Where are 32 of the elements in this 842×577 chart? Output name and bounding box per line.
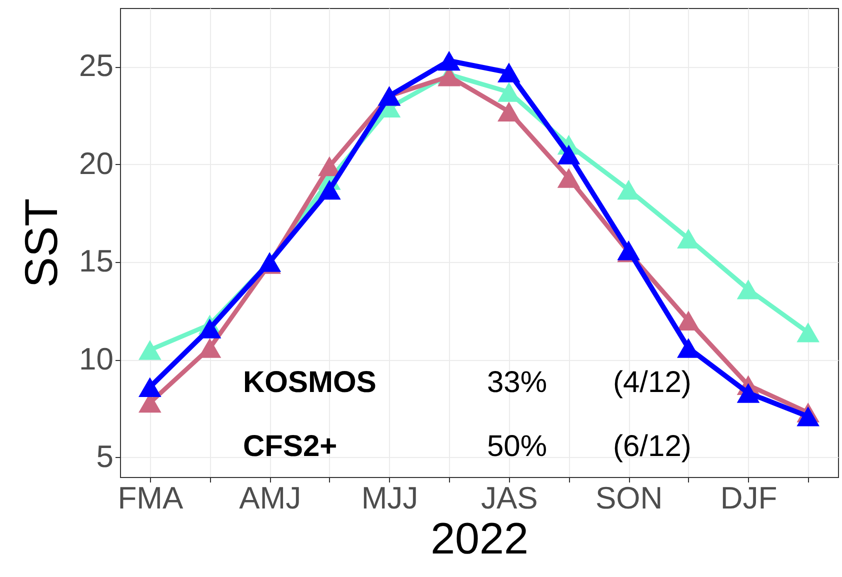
x-tick-label: MJJ [361, 480, 418, 516]
point [736, 280, 760, 300]
annotation: 50% [487, 430, 548, 463]
point [796, 406, 820, 426]
y-axis-title: SST [15, 198, 68, 288]
y-tick-label: 25 [79, 48, 114, 84]
point [498, 102, 520, 122]
point [138, 340, 162, 360]
point [557, 168, 580, 188]
point [736, 383, 760, 403]
point [677, 310, 700, 331]
point [498, 62, 520, 82]
annotation: (4/12) [613, 366, 692, 399]
point [138, 377, 162, 397]
point [438, 50, 460, 71]
point [557, 144, 580, 164]
annotation: 33% [487, 366, 548, 399]
x-axis-title: 2022 [430, 514, 528, 564]
x-tick-label: DJF [720, 480, 778, 516]
point [796, 322, 820, 342]
annotation: KOSMOS [243, 366, 376, 399]
x-tick-label: AMJ [239, 480, 302, 516]
x-tick-label: SON [595, 480, 663, 516]
y-tick-label: 5 [96, 438, 114, 474]
x-tick-label: JAS [480, 480, 538, 516]
annotation: (6/12) [613, 430, 692, 463]
y-tick-label: 10 [79, 341, 114, 376]
y-tick-label: 15 [79, 244, 114, 279]
y-tick-label: 20 [79, 146, 114, 181]
x-tick-label: FMA [118, 480, 184, 516]
annotation: CFS2+ [243, 430, 338, 463]
point [318, 180, 341, 200]
